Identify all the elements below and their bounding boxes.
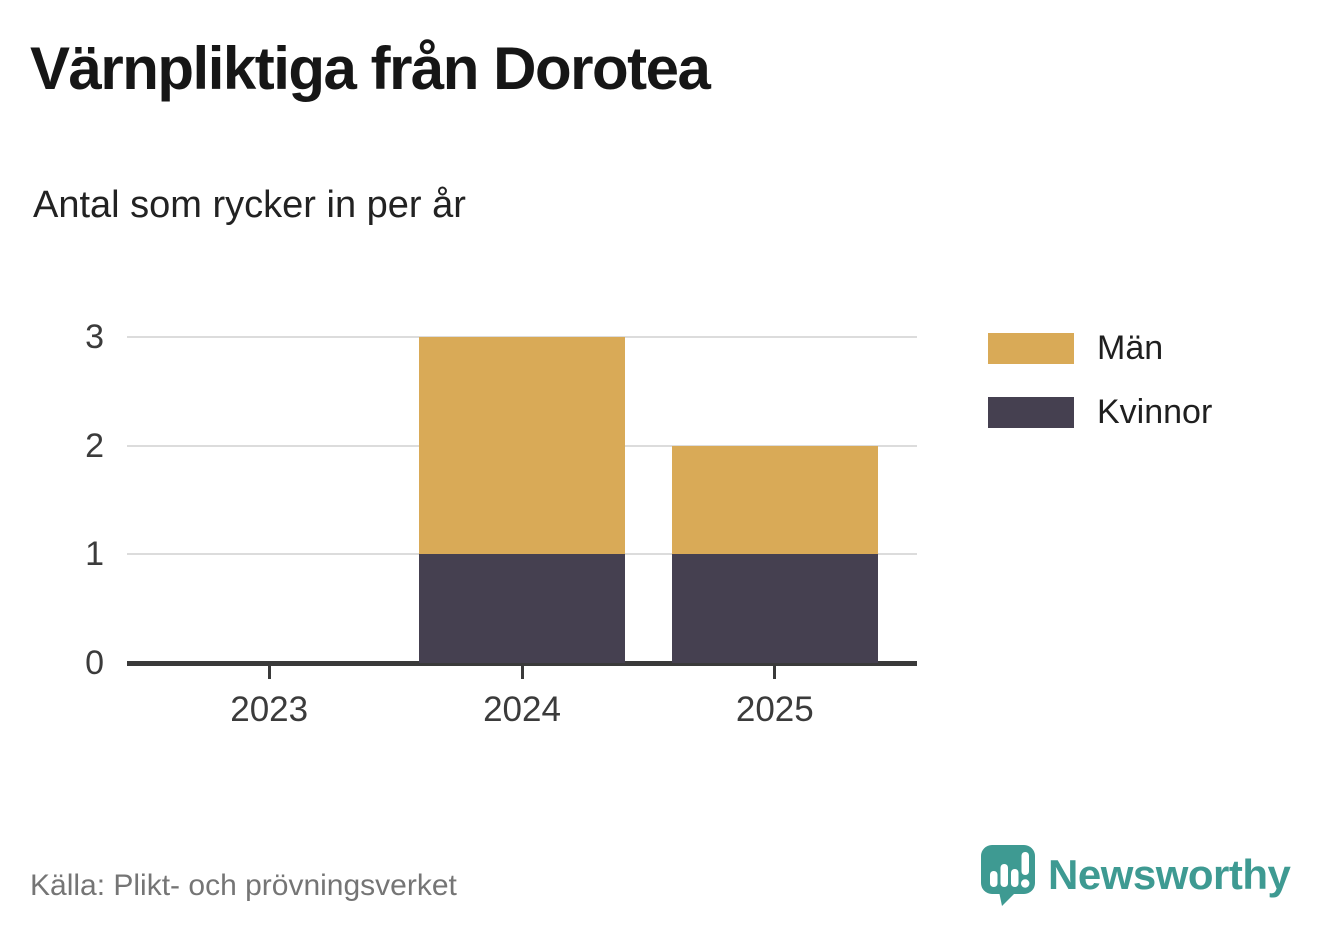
bar-2024-Kvinnor xyxy=(419,554,625,663)
brand-name: Newsworthy xyxy=(1048,851,1291,898)
y-tick-label-2: 2 xyxy=(85,426,104,465)
chart-subtitle: Antal som rycker in per år xyxy=(33,184,466,226)
x-axis-line xyxy=(127,661,917,666)
x-tick-2025 xyxy=(773,666,777,679)
x-tick-label-2024: 2024 xyxy=(483,690,561,729)
x-tick-2024 xyxy=(520,666,524,679)
x-tick-label-2025: 2025 xyxy=(735,690,814,729)
legend-item-Kvinnor: Kvinnor xyxy=(988,393,1212,432)
bar-2024-Män xyxy=(419,337,625,555)
legend-swatch-Män xyxy=(988,333,1074,364)
source-text: Källa: Plikt- och prövningsverket xyxy=(30,869,457,902)
y-tick-label-3: 3 xyxy=(85,318,104,356)
brand: Newsworthy xyxy=(980,844,1291,908)
x-tick-2023 xyxy=(267,666,271,679)
legend-label-Män: Män xyxy=(1097,329,1164,367)
legend-label-Kvinnor: Kvinnor xyxy=(1097,393,1213,431)
bar-2025-Kvinnor xyxy=(671,554,878,663)
legend: Män Kvinnor xyxy=(988,329,1212,432)
newsworthy-logo-icon xyxy=(981,845,1035,906)
y-tick-label-0: 0 xyxy=(85,644,104,682)
chart-title: Värnpliktiga från Dorotea xyxy=(30,35,711,102)
x-tick-label-2023: 2023 xyxy=(230,690,309,729)
legend-swatch-Kvinnor xyxy=(988,397,1074,428)
legend-item-Män: Män xyxy=(988,329,1212,368)
bar-2025-Män xyxy=(671,445,878,555)
y-tick-label-1: 1 xyxy=(85,535,104,574)
